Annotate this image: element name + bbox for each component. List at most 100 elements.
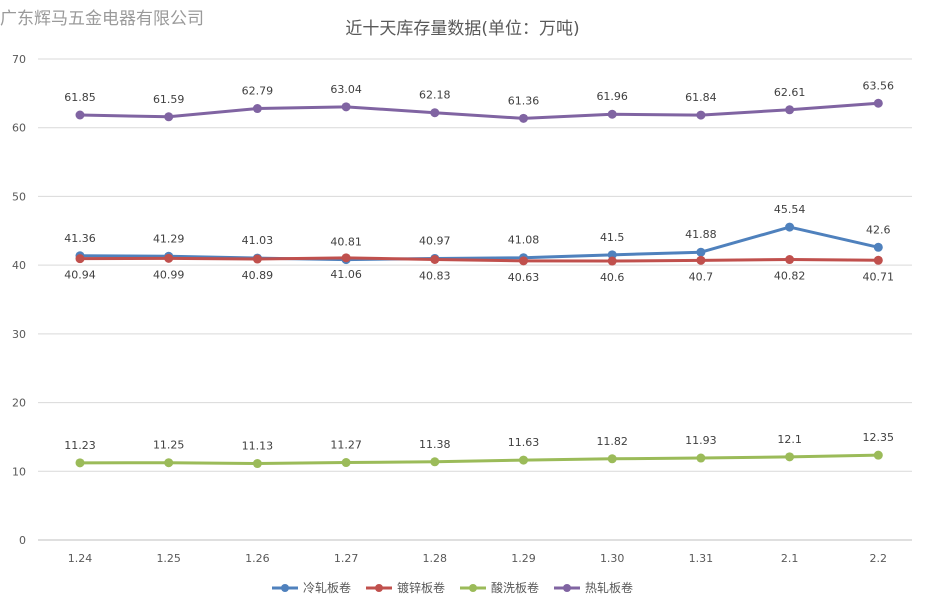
y-tick-label: 60 xyxy=(12,122,26,135)
data-label: 61.84 xyxy=(685,91,717,104)
data-point xyxy=(696,255,706,265)
series-1: 41.36 41.29 41.03 40.81 40.97 41.08 41.5 41.88 4… xyxy=(64,203,891,265)
data-label: 40.71 xyxy=(863,270,895,283)
data-point xyxy=(785,222,795,232)
data-label: 40.82 xyxy=(774,270,806,283)
series-line xyxy=(78,453,880,466)
data-point xyxy=(873,242,883,252)
data-point xyxy=(519,455,528,465)
data-label: 40.7 xyxy=(689,270,714,283)
data-point xyxy=(607,256,617,266)
grid-lines xyxy=(38,58,912,541)
legend-marker xyxy=(375,584,383,592)
x-tick-label: 1.30 xyxy=(600,552,625,565)
data-point xyxy=(785,105,795,115)
legend-label: 镀锌板卷 xyxy=(397,580,445,595)
data-label: 11.63 xyxy=(508,436,540,449)
x-axis-ticks: 1.24 1.25 1.26 1.27 1.28 1.29 1.30 1.31 2.1 2.2 xyxy=(68,552,887,565)
series-2: 40.94 40.99 40.89 41.06 40.83 40.63 40.6 40.7 40… xyxy=(64,253,894,284)
y-tick-label: 50 xyxy=(12,190,26,203)
data-label: 40.83 xyxy=(419,269,451,282)
data-label: 12.1 xyxy=(777,433,802,446)
data-point xyxy=(696,247,706,257)
data-label: 41.5 xyxy=(600,231,625,244)
legend-marker xyxy=(281,584,289,592)
data-label: 62.18 xyxy=(419,89,451,102)
data-label: 42.6 xyxy=(866,223,891,236)
data-point xyxy=(252,459,262,469)
data-label: 41.36 xyxy=(64,232,96,245)
data-point xyxy=(873,255,883,265)
data-label: 62.79 xyxy=(242,85,274,98)
data-label: 61.36 xyxy=(508,94,540,107)
data-label: 61.96 xyxy=(596,90,628,103)
series-line xyxy=(78,256,880,263)
data-point xyxy=(430,108,440,118)
y-tick-label: 0 xyxy=(19,534,26,547)
data-point xyxy=(607,454,617,464)
watermark-text: 广东辉马五金电器有限公司 xyxy=(0,9,204,29)
legend: 冷轧板卷 镀锌板卷 酸洗板卷 热轧板卷 xyxy=(272,580,633,595)
data-label: 11.13 xyxy=(242,440,274,453)
data-point xyxy=(519,113,528,123)
x-tick-label: 1.26 xyxy=(245,552,270,565)
series-line xyxy=(78,225,880,262)
data-label: 40.94 xyxy=(64,269,96,282)
data-point xyxy=(252,254,262,264)
data-label: 40.63 xyxy=(508,271,540,284)
series-line xyxy=(78,101,880,120)
data-label: 63.04 xyxy=(330,83,362,96)
data-point xyxy=(430,254,440,264)
x-tick-label: 2.1 xyxy=(781,552,799,565)
legend-item: 酸洗板卷 xyxy=(460,580,539,595)
data-label: 41.03 xyxy=(242,234,274,247)
chart-title: 近十天库存量数据(单位：万吨) xyxy=(345,19,580,39)
data-label: 62.61 xyxy=(774,86,806,99)
data-point xyxy=(873,98,883,108)
x-tick-label: 1.28 xyxy=(423,552,448,565)
data-label: 11.27 xyxy=(330,439,362,452)
plot-area: 41.36 41.29 41.03 40.81 40.97 41.08 41.5 41.88 4… xyxy=(64,79,895,469)
x-tick-label: 1.29 xyxy=(511,552,536,565)
data-label: 12.35 xyxy=(863,431,895,444)
y-tick-label: 40 xyxy=(12,259,26,272)
data-point xyxy=(164,112,174,122)
data-label: 40.6 xyxy=(600,271,625,284)
y-axis-ticks: 0 10 20 30 40 50 60 70 xyxy=(12,53,26,547)
data-point xyxy=(696,453,706,463)
x-tick-label: 1.25 xyxy=(156,552,181,565)
data-point xyxy=(75,254,85,264)
data-label: 41.88 xyxy=(685,228,717,241)
data-label: 63.56 xyxy=(863,79,895,92)
data-point xyxy=(785,452,795,462)
data-point xyxy=(75,458,85,468)
y-tick-label: 20 xyxy=(12,397,26,410)
data-point xyxy=(75,110,85,120)
series-3: 11.23 11.25 11.13 11.27 11.38 11.63 11.82 11.93… xyxy=(64,431,895,469)
legend-marker xyxy=(469,584,477,592)
data-label: 11.93 xyxy=(685,434,717,447)
data-label: 41.29 xyxy=(153,232,185,245)
data-point xyxy=(341,102,351,112)
data-label: 41.08 xyxy=(508,234,540,247)
legend-item: 热轧板卷 xyxy=(554,580,633,595)
data-label: 11.23 xyxy=(64,439,96,452)
data-point xyxy=(785,255,795,265)
data-label: 45.54 xyxy=(774,203,806,216)
data-point xyxy=(430,457,440,467)
y-tick-label: 10 xyxy=(12,465,26,478)
data-label: 41.06 xyxy=(330,268,362,281)
data-point xyxy=(607,109,617,119)
data-point xyxy=(341,458,351,468)
y-tick-label: 30 xyxy=(12,328,26,341)
x-tick-label: 1.31 xyxy=(689,552,714,565)
data-point xyxy=(696,110,706,120)
data-label: 61.59 xyxy=(153,93,185,106)
data-label: 40.99 xyxy=(153,268,185,281)
data-point xyxy=(164,253,174,263)
series-4: 61.85 61.59 62.79 63.04 62.18 61.36 61.96 61.84… xyxy=(64,79,894,123)
x-tick-label: 2.2 xyxy=(870,552,888,565)
data-label: 11.82 xyxy=(596,435,628,448)
data-label: 40.89 xyxy=(242,269,274,282)
data-point xyxy=(607,250,617,260)
